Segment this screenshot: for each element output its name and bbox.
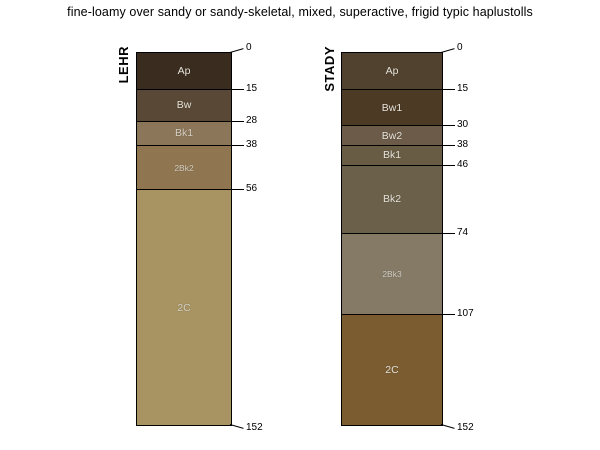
depth-tick: [230, 189, 244, 191]
depth-tick: [441, 233, 455, 235]
horizon-label: 2C: [177, 301, 191, 314]
depth-tick: [230, 145, 244, 146]
depth-tick: [229, 424, 244, 429]
depth-tick: [441, 88, 455, 90]
depth-tick-label: 28: [246, 114, 258, 126]
depth-tick: [230, 88, 244, 90]
depth-tick-label: 152: [457, 422, 474, 433]
depth-tick-label: 74: [457, 227, 469, 239]
horizon-band: Bw1: [342, 89, 442, 127]
horizon-band: Bk1: [342, 146, 442, 166]
horizon-band: Bw2: [342, 126, 442, 146]
horizon-label: 2Bk3: [382, 268, 402, 279]
horizon-label: Ap: [385, 64, 399, 77]
horizon-label: Bw1: [381, 101, 403, 114]
depth-tick-label: 0: [246, 42, 252, 53]
depth-tick-label: 15: [246, 82, 258, 94]
horizon-label: 2Bk2: [174, 162, 194, 173]
horizon-band: Ap: [342, 53, 442, 90]
depth-tick: [440, 424, 455, 429]
depth-tick-label: 56: [246, 183, 258, 195]
horizon-label: Bk2: [382, 193, 402, 206]
depth-tick: [441, 145, 455, 146]
horizon-label: 2C: [385, 363, 399, 376]
depth-tick: [229, 48, 244, 53]
depth-tick-label: 46: [457, 158, 469, 170]
depth-tick: [441, 313, 455, 315]
horizon-band: Ap: [137, 53, 231, 90]
depth-tick: [441, 164, 455, 166]
depth-tick-label: 107: [457, 307, 474, 319]
depth-tick-label: 30: [457, 119, 469, 131]
horizon-label: Ap: [177, 64, 191, 77]
depth-tick-label: 152: [246, 422, 263, 433]
depth-tick: [440, 48, 455, 53]
depth-tick-label: 15: [457, 82, 469, 94]
depth-tick: [441, 125, 455, 127]
horizon-band: Bk1: [137, 121, 231, 146]
horizon-label: Bw2: [381, 129, 403, 142]
depth-tick: [230, 120, 244, 122]
horizon-label: Bw: [176, 99, 192, 112]
profile-name-lehr: LEHR: [116, 46, 131, 84]
horizon-band: 2C: [137, 190, 231, 425]
horizon-band: 2C: [342, 314, 442, 425]
horizon-band: Bk2: [342, 165, 442, 235]
horizon-label: Bk1: [174, 127, 194, 140]
profile-name-stady: STADY: [322, 46, 337, 92]
profile-column: Ap Bw1 Bw2 Bk1 Bk2 2Bk3 2C: [341, 52, 443, 426]
depth-tick-label: 38: [246, 139, 258, 150]
depth-tick-label: 38: [457, 139, 469, 150]
profile-column: Ap Bw Bk1 2Bk2 2C: [136, 52, 232, 426]
page-title: fine-loamy over sandy or sandy-skeletal,…: [67, 5, 533, 19]
horizon-band: 2Bk2: [137, 146, 231, 191]
depth-tick-label: 0: [457, 42, 463, 53]
horizon-band: Bw: [137, 89, 231, 122]
horizon-label: Bk1: [382, 149, 402, 162]
horizon-band: 2Bk3: [342, 234, 442, 315]
